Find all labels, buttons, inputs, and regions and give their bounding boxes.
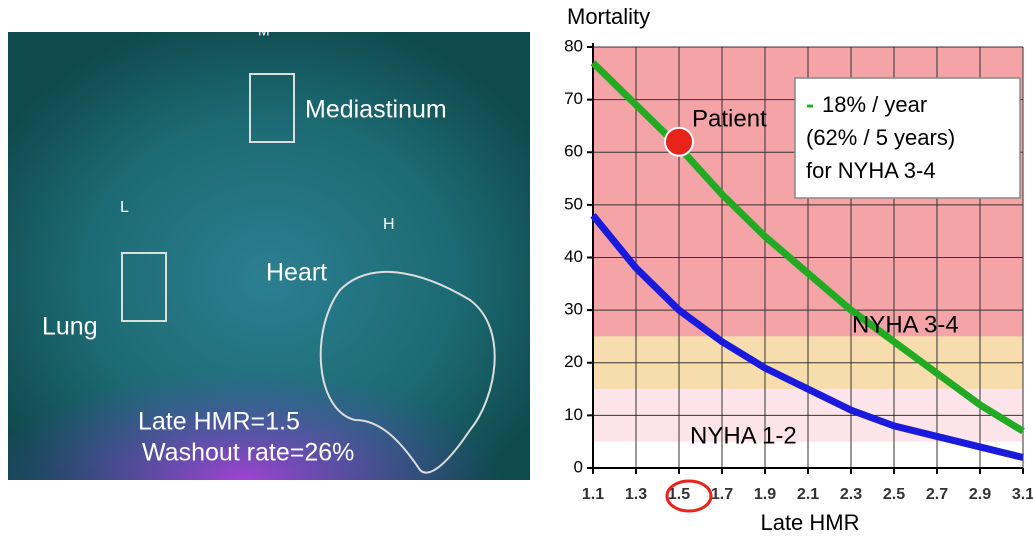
y-tick-label: 50 <box>564 194 583 213</box>
x-tick-label: 2.9 <box>969 486 991 503</box>
y-tick-label: 10 <box>564 405 583 424</box>
x-tick-label: 2.5 <box>883 486 905 503</box>
label: Heart <box>266 259 327 287</box>
x-tick-label: 1.9 <box>754 486 776 503</box>
y-tick-label: 80 <box>564 36 583 55</box>
y-tick-label: 60 <box>564 142 583 161</box>
figure: M L H Mediastinum Heart Lung Late HMR=1.… <box>0 0 1033 546</box>
label: H <box>383 216 395 233</box>
x-tick-label: 2.3 <box>840 486 862 503</box>
box-line: for NYHA 3-4 <box>806 158 936 183</box>
y-tick-label: 30 <box>564 300 583 319</box>
point-label: Patient <box>692 105 767 132</box>
y-tick-label: 20 <box>564 352 583 371</box>
series-label: NYHA 3-4 <box>852 311 959 338</box>
x-tick-label: 2.1 <box>797 486 819 503</box>
x-tick-label: 1.3 <box>625 486 647 503</box>
x-tick-label: 1.1 <box>582 486 604 503</box>
x-tick-label: 2.7 <box>926 486 948 503</box>
y-axis-label: Mortality <box>567 4 650 29</box>
label: Lung <box>42 313 98 341</box>
label: M <box>258 23 270 39</box>
series-label: NYHA 1-2 <box>690 422 797 449</box>
box-marker: - <box>806 91 814 118</box>
y-tick-label: 0 <box>574 457 583 476</box>
x-axis-label: Late HMR <box>760 510 859 535</box>
x-tick-label: 3.1 <box>1012 486 1033 503</box>
patient-point <box>665 128 693 156</box>
label: Late HMR=1.5 <box>138 408 300 436</box>
box-line: 18% / year <box>822 92 927 117</box>
y-tick-label: 70 <box>564 89 583 108</box>
x-tick-label: 1.7 <box>711 486 733 503</box>
scintigram: M L H Mediastinum Heart Lung Late HMR=1.… <box>8 23 530 480</box>
label: L <box>120 199 129 216</box>
y-tick-label: 40 <box>564 247 583 266</box>
label: Mediastinum <box>305 96 447 124</box>
label: Washout rate=26% <box>142 439 354 467</box>
box-line: (62% / 5 years) <box>806 125 955 150</box>
